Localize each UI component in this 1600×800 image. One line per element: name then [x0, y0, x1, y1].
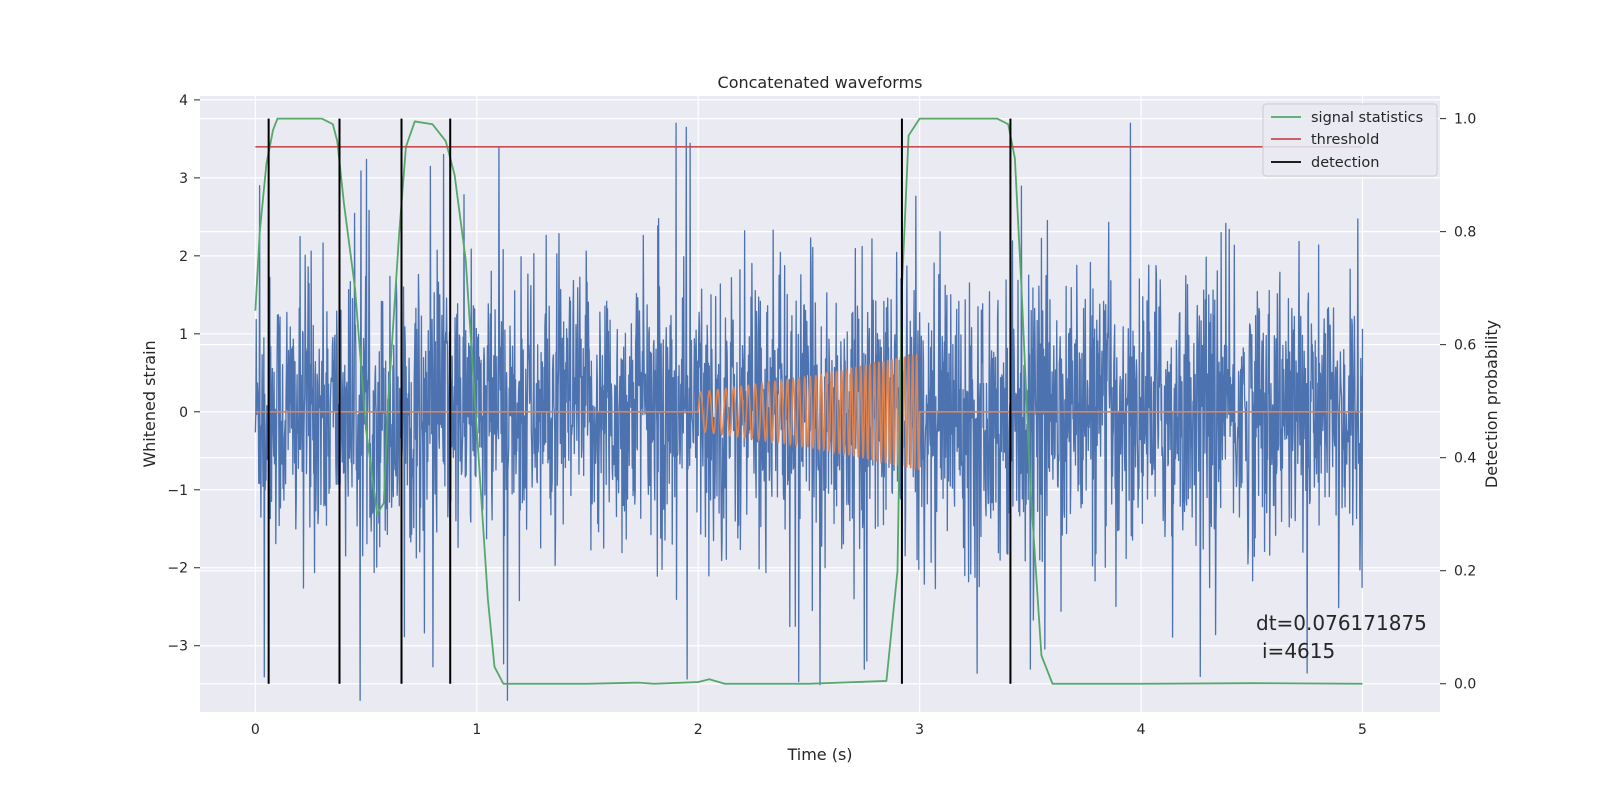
y-tick-label: −3	[167, 639, 188, 655]
y-tick-label: −1	[167, 483, 188, 499]
x-axis-label: Time (s)	[786, 745, 852, 764]
y-right-tick-label: 0.4	[1454, 451, 1476, 467]
signal-statistics-series	[254, 117, 1363, 685]
y-right-tick-label: 0.0	[1454, 677, 1476, 693]
detection-series	[267, 118, 1012, 684]
y-axis-right-label: Detection probability	[1482, 320, 1501, 488]
injection-series	[255, 353, 1363, 470]
chart-title: Concatenated waveforms	[718, 73, 923, 92]
x-tick-label: 1	[472, 722, 481, 738]
legend-label-detection: detection	[1311, 155, 1379, 171]
y-right-tick-label: 1.0	[1454, 112, 1476, 128]
y-right-tick-label: 0.2	[1454, 564, 1476, 580]
legend: signal statistics threshold detection	[1262, 103, 1438, 177]
signal-statistics-line	[254, 117, 1363, 685]
y-tick-label: 0	[179, 405, 188, 421]
y-tick-label: 1	[179, 327, 188, 343]
annotation-i: i=4615	[1262, 639, 1335, 663]
y-tick-label: −2	[167, 561, 188, 577]
y-axis-label: Whitened strain	[140, 340, 159, 467]
legend-box	[1262, 103, 1438, 177]
x-tick-label: 0	[251, 722, 260, 738]
y-tick-label: 4	[179, 93, 188, 109]
legend-label-threshold: threshold	[1311, 132, 1379, 148]
x-tick-label: 4	[1137, 722, 1146, 738]
x-tick-label: 5	[1358, 722, 1367, 738]
x-tick-label: 2	[694, 722, 703, 738]
injection-line	[255, 353, 1363, 470]
y-right-tick-label: 0.8	[1454, 225, 1476, 241]
y-right-tick-label: 0.6	[1454, 338, 1476, 354]
y-tick-label: 2	[179, 249, 188, 265]
ticks: 0 1 2 3 4 5 −3 −2 −1 0 1 2 3 4 0.0 0.2 0.4 0.6 0.8 1.0	[167, 93, 1476, 738]
x-tick-label: 3	[915, 722, 924, 738]
annotation-dt: dt=0.076171875	[1256, 611, 1427, 635]
y-tick-label: 3	[179, 171, 188, 187]
legend-label-signal-statistics: signal statistics	[1311, 110, 1423, 126]
